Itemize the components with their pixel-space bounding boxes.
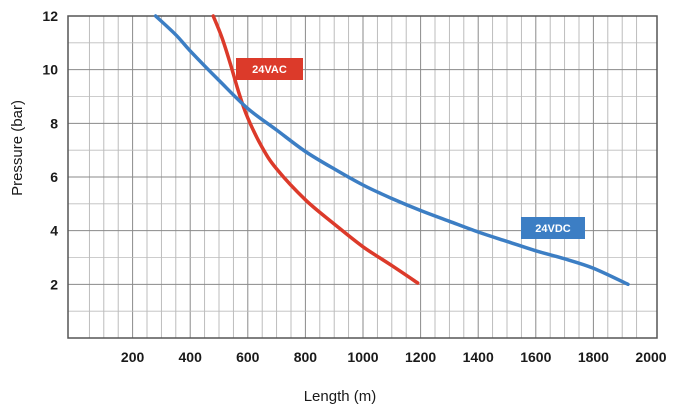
x-tick-label: 1200 xyxy=(405,349,436,365)
series-label-24vac: 24VAC xyxy=(252,64,287,76)
x-tick-label: 800 xyxy=(294,349,318,365)
series-labels: 24VAC 24VDC xyxy=(236,58,585,239)
series-badge-24vac xyxy=(236,58,303,80)
grid-lines xyxy=(68,16,657,338)
x-tick-label: 1800 xyxy=(578,349,609,365)
series-line-24vdc xyxy=(153,14,630,287)
plot-frame xyxy=(67,15,658,339)
x-tick-label: 200 xyxy=(121,349,145,365)
y-axis-label: Pressure (bar) xyxy=(9,100,26,196)
series-lines xyxy=(153,14,630,287)
y-tick-label: 10 xyxy=(42,62,58,78)
series-label-24vdc: 24VDC xyxy=(535,223,571,235)
x-tick-label: 600 xyxy=(236,349,260,365)
x-tick-label: 1400 xyxy=(463,349,494,365)
x-tick-label: 1000 xyxy=(347,349,378,365)
x-tick-label: 400 xyxy=(179,349,203,365)
x-tick-label: 2000 xyxy=(635,349,666,365)
y-tick-label: 4 xyxy=(50,223,58,239)
y-tick-label: 6 xyxy=(50,169,58,185)
y-tick-label: 2 xyxy=(50,276,58,292)
series-badge-24vdc xyxy=(521,217,585,239)
x-axis-label: Length (m) xyxy=(304,388,377,405)
series-line-24vac xyxy=(211,14,420,285)
y-tick-labels: 2 4 6 8 10 12 xyxy=(42,8,58,292)
x-tick-label: 1600 xyxy=(520,349,551,365)
x-tick-labels: 200 400 600 800 1000 1200 1400 1600 1800 2000 xyxy=(121,349,667,365)
y-tick-label: 8 xyxy=(50,115,58,131)
plot-border xyxy=(67,15,658,339)
y-tick-label: 12 xyxy=(42,8,58,24)
